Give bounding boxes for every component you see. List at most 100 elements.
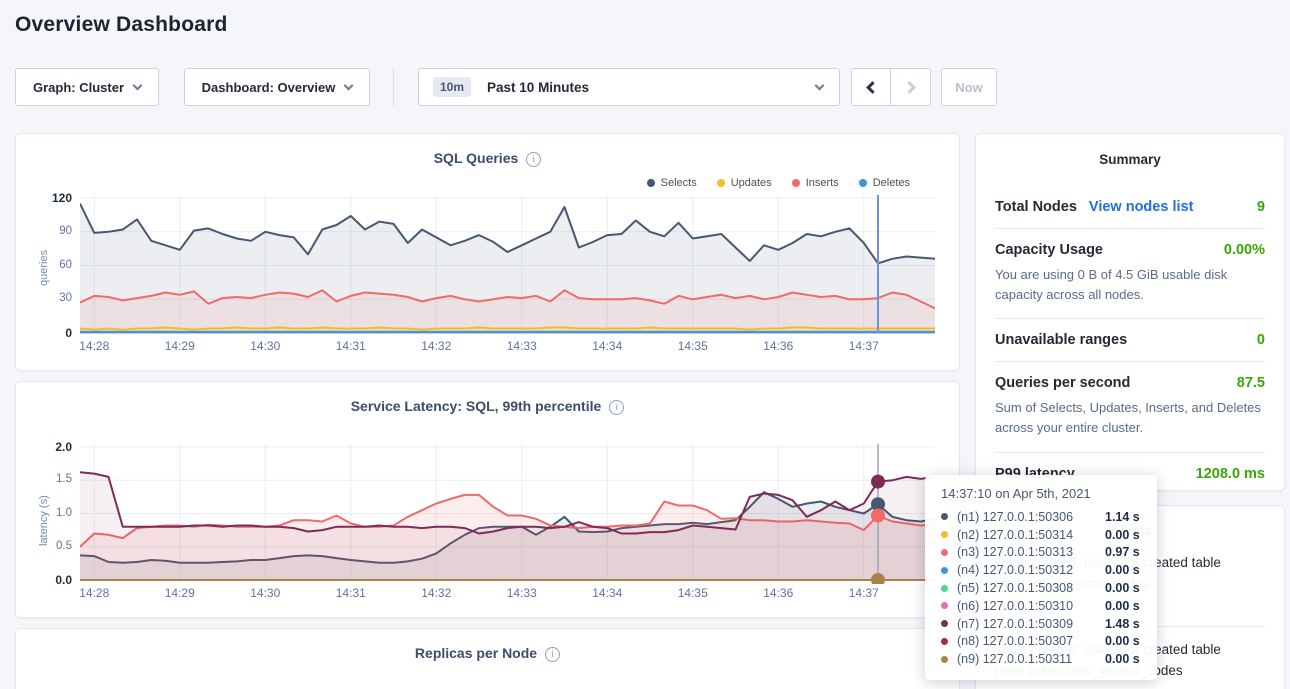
chevron-left-icon [866,80,879,94]
tooltip-node-row: (n8) 127.0.0.1:50307 0.00 s [941,633,1141,651]
tooltip-node-value: 0.00 s [1105,581,1140,596]
tooltip-node-row: (n1) 127.0.0.1:50306 1.14 s [941,508,1141,526]
y-tick-label: 90 [59,224,72,237]
chart-hover-tooltip: 14:37:10 on Apr 5th, 2021 (n1) 127.0.0.1… [925,475,1157,681]
node-color-dot-icon [941,602,948,610]
prev-time-button[interactable] [852,69,892,105]
legend-item-deletes[interactable]: Deletes [858,177,910,189]
legend-dot-icon [858,179,867,187]
sql-queries-legend: Selects Updates Inserts Deletes [560,177,910,189]
next-time-button[interactable] [891,69,930,105]
node-color-dot-icon [941,513,948,521]
tooltip-node-value: 0.00 s [1105,634,1140,649]
x-tick-label: 14:35 [677,586,708,600]
tooltip-node-row: (n3) 127.0.0.1:50313 0.97 s [941,544,1141,562]
y-tick-label: 2.0 [55,440,72,454]
chevron-down-icon [814,80,825,90]
info-icon[interactable] [609,400,625,415]
tooltip-node-value: 0.97 s [1105,545,1140,560]
y-tick-label: 1.5 [56,473,72,486]
node-color-dot-icon [941,655,948,663]
x-tick-label: 14:30 [250,339,281,353]
view-nodes-list-link[interactable]: View nodes list [1088,199,1194,215]
tooltip-node-name: (n6) 127.0.0.1:50310 [957,598,1074,613]
summary-description: You are using 0 B of 4.5 GiB usable disk… [995,267,1228,303]
service-latency-chart-title: Service Latency: SQL, 99th percentile [15,398,960,415]
legend-label: Inserts [805,177,839,189]
tooltip-node-name: (n7) 127.0.0.1:50309 [957,616,1074,631]
x-tick-label: 14:36 [763,586,794,600]
sql-queries-chart[interactable] [80,195,935,335]
summary-row-4: Queries per second 87.5 Sum of Selects, Up… [995,361,1265,451]
chevron-down-icon [343,80,354,90]
info-icon[interactable] [526,152,542,167]
sql-queries-chart-title: SQL Queries [15,150,960,167]
x-tick-label: 14:30 [250,586,281,600]
y-tick-label: 1.0 [56,506,72,519]
legend-label: Updates [730,177,772,189]
x-tick-label: 14:31 [335,339,366,353]
tooltip-node-row: (n4) 127.0.0.1:50312 0.00 s [941,561,1141,579]
node-color-dot-icon [941,548,948,556]
summary-value: 1208.0 ms [1195,465,1265,482]
summary-value: 0 [1256,332,1265,349]
now-button[interactable]: Now [941,68,997,106]
x-tick-label: 14:37 [848,586,879,600]
tooltip-node-value: 0.00 s [1105,652,1140,667]
legend-dot-icon [791,179,800,187]
y-tick-label: 30 [59,292,72,305]
node-color-dot-icon [941,531,948,539]
summary-row-line: Total Nodes View nodes list 9 [995,199,1265,215]
x-tick-label: 14:31 [335,586,366,600]
x-tick-label: 14:35 [677,339,708,353]
summary-label: Total Nodes [995,199,1077,215]
service-latency-card [15,381,960,618]
summary-row-1: Total Nodes View nodes list 9 [995,186,1265,228]
summary-value: 9 [1256,199,1265,215]
summary-row-line: Queries per second 87.5 [995,375,1265,391]
node-color-dot-icon [941,566,948,574]
legend-item-inserts[interactable]: Inserts [791,177,839,189]
now-button-label: Now [955,79,983,95]
legend-item-updates[interactable]: Updates [716,177,772,189]
replicas-per-node-card [15,628,960,689]
service-latency-chart[interactable] [80,444,935,584]
page-title: Overview Dashboard [15,13,228,36]
time-range-dropdown[interactable]: 10m Past 10 Minutes [418,68,840,106]
dashboard-dropdown-label: Dashboard: Overview [201,79,336,95]
tooltip-node-name: (n4) 127.0.0.1:50312 [957,563,1074,578]
tooltip-node-row: (n2) 127.0.0.1:50314 0.00 s [941,526,1141,544]
tooltip-node-name: (n9) 127.0.0.1:50311 [957,652,1073,667]
summary-card [975,133,1285,491]
x-tick-label: 14:32 [421,586,452,600]
node-color-dot-icon [941,620,948,628]
x-tick-label: 14:29 [164,586,195,600]
node-color-dot-icon [941,637,948,645]
x-tick-label: 14:34 [592,339,623,353]
tooltip-node-row: (n9) 127.0.0.1:50311 0.00 s [941,650,1141,668]
legend-item-selects[interactable]: Selects [646,177,697,189]
chevron-down-icon [132,80,143,90]
replicas-per-node-chart-title: Replicas per Node [15,645,960,662]
graph-dropdown[interactable]: Graph: Cluster [15,68,159,106]
x-tick-label: 14:37 [848,339,879,353]
summary-row-line: Capacity Usage 0.00% [995,242,1265,258]
summary-value: 87.5 [1236,375,1265,392]
summary-row-3: Unavailable ranges 0 [995,318,1265,361]
x-tick-label: 14:28 [79,339,110,353]
x-tick-label: 14:28 [79,586,110,600]
x-tick-label: 14:34 [592,586,623,600]
x-tick-label: 14:33 [506,586,537,600]
tooltip-node-name: (n3) 127.0.0.1:50313 [957,545,1074,560]
summary-value: 0.00% [1223,242,1265,258]
tooltip-node-value: 0.00 s [1105,527,1140,542]
info-icon[interactable] [545,647,561,662]
time-step-group [851,68,931,106]
dashboard-dropdown[interactable]: Dashboard: Overview [184,68,370,106]
y-tick-label: 0.5 [56,539,72,552]
x-tick-label: 14:33 [506,339,537,353]
summary-label: Unavailable ranges [995,332,1128,349]
tooltip-node-value: 1.48 s [1105,616,1140,631]
tooltip-node-name: (n8) 127.0.0.1:50307 [957,634,1074,649]
legend-label: Deletes [872,177,910,189]
